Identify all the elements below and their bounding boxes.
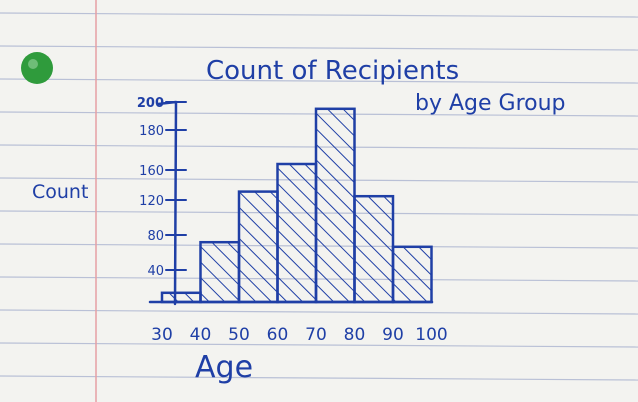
binder-hole bbox=[21, 52, 53, 84]
histogram-bar-80-90 bbox=[353, 194, 395, 304]
chart-title: Count of Recipients bbox=[206, 56, 459, 86]
histogram-bar-60-70 bbox=[276, 162, 318, 304]
histogram-bar-40-50 bbox=[199, 240, 241, 304]
chart-subtitle: by Age Group bbox=[415, 91, 566, 116]
y-tick-label: 200 bbox=[137, 96, 164, 111]
y-tick-label: 120 bbox=[139, 194, 164, 209]
histogram-bar-50-60 bbox=[237, 190, 279, 304]
ruled-lines bbox=[0, 12, 638, 381]
histogram-bar-70-80 bbox=[314, 107, 356, 304]
histogram-bar-90-100 bbox=[391, 245, 433, 304]
x-tick-label: 40 bbox=[190, 325, 212, 345]
y-tick-label: 160 bbox=[139, 164, 164, 179]
bars bbox=[160, 107, 433, 304]
x-axis-ticks: 30 40 50 60 70 80 90 100 bbox=[151, 325, 448, 345]
x-tick-label: 90 bbox=[382, 325, 404, 345]
x-tick-label: 80 bbox=[344, 325, 366, 345]
x-axis-label: Age bbox=[195, 350, 253, 385]
histogram-bar-30-40 bbox=[160, 291, 202, 304]
x-tick-label: 50 bbox=[228, 325, 250, 345]
y-axis-ticks: 40 80 120 160 180 200 bbox=[137, 96, 187, 279]
y-tick-label: 180 bbox=[139, 124, 164, 139]
x-tick-label: 70 bbox=[305, 325, 327, 345]
y-tick-label: 80 bbox=[147, 229, 164, 244]
y-tick-label: 40 bbox=[147, 264, 164, 279]
x-tick-label: 60 bbox=[267, 325, 289, 345]
x-tick-label: 30 bbox=[151, 325, 173, 345]
y-axis-label: Count bbox=[32, 181, 88, 203]
x-tick-label: 100 bbox=[415, 325, 447, 345]
